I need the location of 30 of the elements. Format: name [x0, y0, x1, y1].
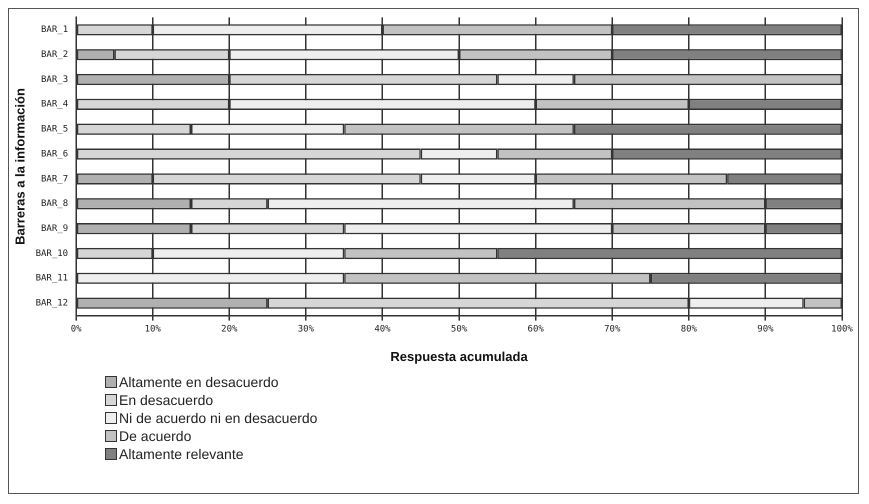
y-tick-label: BAR_7 [41, 174, 68, 184]
y-tick-label: BAR_8 [41, 199, 68, 210]
y-tick-label: BAR_2 [41, 50, 68, 60]
legend-label: En desacuerdo [119, 392, 214, 408]
x-tick-label: 70% [604, 324, 621, 334]
x-tick-label: 40% [374, 324, 392, 334]
y-axis-title: Barreras a la información [12, 88, 28, 245]
legend-label: De acuerdo [119, 428, 192, 444]
y-tick-label: BAR_11 [36, 274, 68, 284]
legend-label: Altamente en desacuerdo [119, 374, 279, 390]
x-axis-title: Respuesta acumulada [390, 348, 528, 364]
y-tick-label: BAR_12 [36, 298, 68, 309]
y-tick-label: BAR_9 [41, 224, 68, 234]
y-tick-label: BAR_3 [41, 74, 68, 85]
legend-label: Ni de acuerdo ni en desacuerdo [119, 410, 318, 426]
x-tick-label: 10% [144, 324, 162, 334]
x-tick-label: 80% [680, 324, 698, 334]
x-tick-label: 0% [70, 324, 82, 334]
y-tick-label: BAR_10 [36, 248, 68, 259]
y-tick-label: BAR_4 [41, 100, 68, 110]
x-tick-label: 60% [528, 324, 544, 334]
y-tick-label: BAR_1 [41, 25, 68, 36]
legend-label: Altamente relevante [119, 446, 244, 462]
x-tick-label: 20% [221, 324, 238, 334]
x-tick-label: 100% [831, 324, 854, 334]
y-tick-label: BAR_5 [41, 124, 68, 135]
x-tick-label: 90% [757, 324, 774, 334]
y-tick-label: BAR_6 [41, 149, 68, 160]
x-tick-label: 30% [298, 324, 315, 334]
x-tick-label: 50% [450, 324, 468, 334]
